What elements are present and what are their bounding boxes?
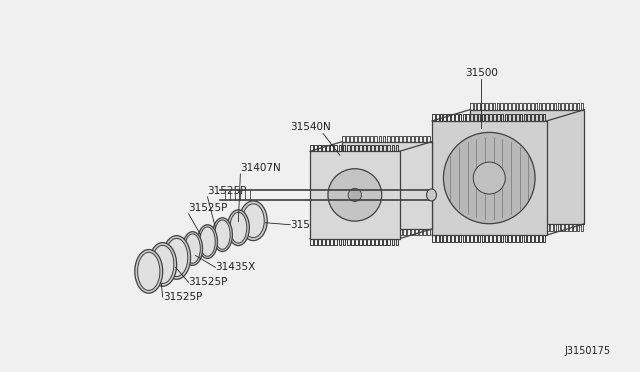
Ellipse shape [185,234,200,263]
Text: 31540N: 31540N [290,122,330,132]
Ellipse shape [328,169,381,221]
Ellipse shape [230,212,247,243]
Text: 31500: 31500 [465,68,498,78]
Text: 31435X: 31435X [216,262,256,272]
Ellipse shape [426,189,436,201]
Text: 31525P: 31525P [189,277,228,287]
Ellipse shape [212,218,232,251]
Ellipse shape [444,132,535,224]
Polygon shape [310,151,399,238]
Ellipse shape [214,220,230,249]
Ellipse shape [135,250,163,293]
Text: 31525P: 31525P [189,203,228,213]
Ellipse shape [152,246,174,283]
Ellipse shape [138,252,160,291]
Ellipse shape [348,188,362,202]
Ellipse shape [182,232,202,265]
Text: 31407N: 31407N [241,163,281,173]
Text: 31555: 31555 [290,220,323,230]
Ellipse shape [198,225,218,259]
Text: 31525P: 31525P [207,186,247,196]
Ellipse shape [243,204,264,238]
Ellipse shape [148,243,177,286]
Ellipse shape [163,235,191,279]
Polygon shape [432,121,547,235]
Ellipse shape [227,210,250,246]
Ellipse shape [200,227,215,256]
Polygon shape [342,142,431,229]
Polygon shape [470,110,584,224]
Ellipse shape [166,238,188,276]
Text: J3150175: J3150175 [564,346,611,356]
Ellipse shape [473,162,506,194]
Ellipse shape [239,201,268,241]
Text: 31525P: 31525P [163,292,202,302]
